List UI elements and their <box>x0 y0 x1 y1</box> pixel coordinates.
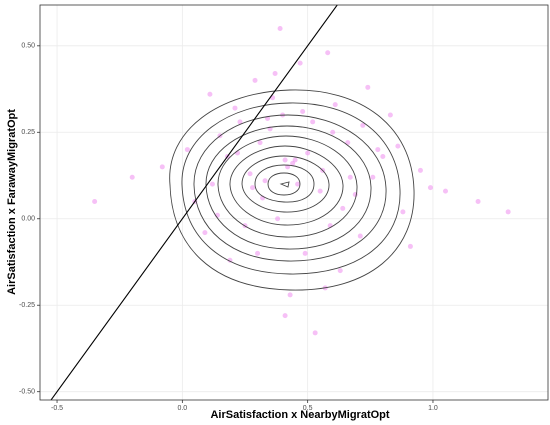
point <box>317 188 323 194</box>
point <box>297 60 303 66</box>
point <box>247 171 253 177</box>
point <box>305 150 311 156</box>
point <box>287 292 293 298</box>
points <box>92 26 511 336</box>
point <box>325 50 331 56</box>
point <box>427 185 433 191</box>
point <box>407 243 413 249</box>
x-tick-label: 0.5 <box>303 405 313 412</box>
point <box>475 198 481 204</box>
contour <box>229 145 344 226</box>
contour <box>181 102 401 275</box>
point <box>277 26 283 32</box>
x-axis-title: AirSatisfaction x NearbyMigratOpt <box>210 409 389 421</box>
point <box>290 160 296 166</box>
point <box>357 233 363 239</box>
point <box>330 129 336 135</box>
point <box>347 174 353 180</box>
point <box>302 250 308 256</box>
contour <box>193 114 387 262</box>
point <box>400 209 406 215</box>
y-tick-label: 0.25 <box>21 129 35 136</box>
point <box>250 185 256 191</box>
point <box>265 115 271 121</box>
point <box>312 330 318 336</box>
contour <box>254 164 315 203</box>
contour <box>241 155 330 213</box>
x-tick-label: -0.5 <box>51 405 63 412</box>
point <box>252 77 258 83</box>
point <box>340 205 346 211</box>
point <box>360 122 366 128</box>
point <box>365 84 371 90</box>
point <box>310 119 316 125</box>
reference-line-group <box>50 5 338 400</box>
point <box>255 250 261 256</box>
y-tick-label: 0.50 <box>21 43 35 50</box>
point <box>92 198 98 204</box>
point <box>262 178 268 184</box>
point <box>442 188 448 194</box>
density-contours <box>169 89 415 291</box>
point <box>375 147 381 153</box>
contour <box>169 89 415 291</box>
contour <box>205 125 372 250</box>
point <box>417 167 423 173</box>
point <box>370 174 376 180</box>
point <box>337 268 343 274</box>
y-tick-label: 0.00 <box>21 216 35 223</box>
point <box>209 181 215 187</box>
grid <box>40 5 548 400</box>
point <box>295 181 301 187</box>
y-tick-label: -0.25 <box>19 302 35 309</box>
point <box>129 174 135 180</box>
x-tick-label: 1.0 <box>428 405 438 412</box>
point <box>380 153 386 159</box>
point <box>332 102 338 108</box>
point <box>505 209 511 215</box>
point <box>202 230 208 236</box>
point <box>292 157 298 163</box>
contour <box>217 135 358 238</box>
contour <box>267 172 301 196</box>
contour <box>279 181 290 188</box>
point <box>387 112 393 118</box>
point <box>184 147 190 153</box>
point <box>282 313 288 319</box>
plot-area <box>40 5 548 400</box>
x-tick-label: 0.0 <box>177 405 187 412</box>
point <box>159 164 165 170</box>
point <box>275 216 281 222</box>
plot-border <box>39 4 549 401</box>
point <box>282 157 288 163</box>
point <box>207 91 213 97</box>
reference-line <box>50 5 338 400</box>
point <box>395 143 401 149</box>
point <box>272 70 278 76</box>
y-axis-title: AirSatisfaction x FarawayMigratOpt <box>6 109 18 295</box>
point <box>232 105 238 111</box>
point <box>237 119 243 125</box>
point <box>300 109 306 115</box>
point <box>257 140 263 146</box>
y-tick-label: -0.50 <box>19 389 35 396</box>
